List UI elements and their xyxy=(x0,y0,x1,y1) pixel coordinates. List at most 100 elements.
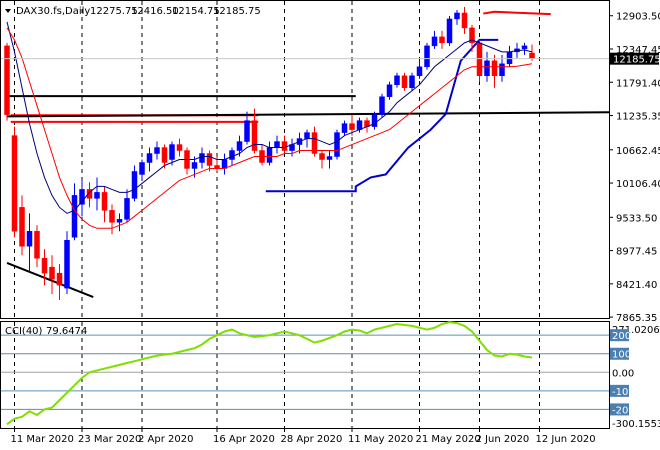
cci-level-tag xyxy=(610,384,629,397)
candle-body xyxy=(71,195,78,238)
candle-body xyxy=(311,132,318,154)
date-tick-label: 23 Mar 2020 xyxy=(78,434,141,445)
candle-body xyxy=(326,156,333,160)
candle-body xyxy=(244,120,250,142)
cci-level-tag xyxy=(610,403,629,416)
candle-body xyxy=(424,45,430,68)
candle-body xyxy=(394,75,400,85)
support-line xyxy=(6,111,610,118)
candle-body xyxy=(521,45,528,50)
candle-body xyxy=(431,36,438,47)
date-tick-label: 28 Apr 2020 xyxy=(281,434,343,445)
candle-body xyxy=(446,18,453,44)
price-tick-label: 11791.40 xyxy=(616,78,660,89)
price-tick-label: 10106.40 xyxy=(616,179,660,190)
cci-level-label: -100 xyxy=(612,387,635,398)
candle-body xyxy=(4,45,10,115)
indicator-name: CCI(40) xyxy=(5,326,43,337)
candle-body xyxy=(199,153,205,163)
candle-body xyxy=(41,257,48,274)
candle-body xyxy=(356,120,363,130)
date-tick-label: 12 Jun 2020 xyxy=(536,434,596,445)
candle-body xyxy=(266,147,273,163)
candle-body xyxy=(454,12,460,20)
candle-body xyxy=(379,96,385,115)
main-chart-frame xyxy=(0,0,610,319)
candle-body xyxy=(19,207,25,247)
high-value: 12416.50 xyxy=(131,6,179,17)
candle-body xyxy=(274,141,280,148)
price-tick-label: 9533.50 xyxy=(616,213,657,224)
candle-body xyxy=(529,52,535,59)
candle-body xyxy=(251,120,258,151)
candle-body xyxy=(416,66,423,77)
candle-body xyxy=(506,51,513,65)
price-tick-label: 11235.35 xyxy=(616,112,660,123)
date-tick-label: 11 May 2020 xyxy=(348,434,413,445)
price-tick-label: 7865.35 xyxy=(616,313,657,324)
date-tick-label: 11 Mar 2020 xyxy=(11,434,74,445)
chart-annotations xyxy=(6,10,610,298)
cci-level-label: 200 xyxy=(612,331,631,342)
cci-level-label: 0.00 xyxy=(612,368,634,379)
cci-level-label: -200 xyxy=(612,405,635,416)
candle-body xyxy=(304,132,310,139)
moving-average-line xyxy=(6,27,533,229)
candle-body xyxy=(64,239,70,289)
price-axis: 12903.50 12347.45 11791.40 11235.35 10662.45… xyxy=(1,12,660,324)
cci-level-label: 100 xyxy=(612,350,631,361)
candle-body xyxy=(116,219,123,223)
candle-body xyxy=(26,231,33,247)
cci-level-tag xyxy=(610,347,629,360)
dropdown-triangle-icon[interactable] xyxy=(5,9,11,13)
candle-body xyxy=(124,198,130,220)
cci-min-label: -300.1553 xyxy=(612,419,660,430)
candle-body xyxy=(281,141,288,151)
close-value: 12185.75 xyxy=(213,6,261,17)
candle-body xyxy=(101,192,108,211)
candle-body xyxy=(139,162,145,175)
candle-body xyxy=(401,75,408,88)
candle-body xyxy=(484,60,490,77)
cci-level-tag xyxy=(610,329,629,342)
red-high-band xyxy=(483,10,551,16)
candle-body xyxy=(319,153,325,160)
candle-body xyxy=(154,147,160,154)
cci-max-label: 271.0206 xyxy=(612,325,660,336)
candle-body xyxy=(221,159,228,169)
candle-body xyxy=(49,266,55,280)
price-tick-label: 8421.40 xyxy=(616,280,657,291)
low-value: 12154.75 xyxy=(172,6,220,17)
candle-body xyxy=(169,144,175,160)
candle-body xyxy=(469,27,475,44)
candle-body xyxy=(11,135,18,232)
price-tick-label: 12903.50 xyxy=(616,12,660,23)
indicator-value: 79.6474 xyxy=(46,326,87,337)
candle-body xyxy=(86,189,93,199)
candle-body xyxy=(409,75,415,88)
candle-body xyxy=(349,123,355,130)
candle-body xyxy=(491,60,498,77)
candle-body xyxy=(56,272,63,286)
candle-body xyxy=(461,12,468,29)
price-tick-label: 8977.45 xyxy=(616,247,657,258)
candle-body xyxy=(334,132,340,157)
candle-body xyxy=(206,153,213,166)
cci-line xyxy=(6,321,533,426)
open-value: 12275.75 xyxy=(90,6,138,17)
candle-body xyxy=(499,63,505,77)
blue-support-band xyxy=(265,38,499,193)
candle-body xyxy=(236,141,243,151)
price-tick-label: 10662.45 xyxy=(616,146,660,157)
candle-body xyxy=(371,114,378,127)
date-tick-label: 2 Apr 2020 xyxy=(138,434,193,445)
candle-body xyxy=(176,144,183,151)
date-tick-label: 2 Jun 2020 xyxy=(476,434,530,445)
downtrend-line xyxy=(6,262,94,298)
candle-body xyxy=(161,147,168,163)
candle-body xyxy=(79,189,85,205)
cci-axis: 271.0206 -300.1553 200 100 0.00 -100 -200 xyxy=(610,325,660,430)
candle-body xyxy=(341,123,348,133)
